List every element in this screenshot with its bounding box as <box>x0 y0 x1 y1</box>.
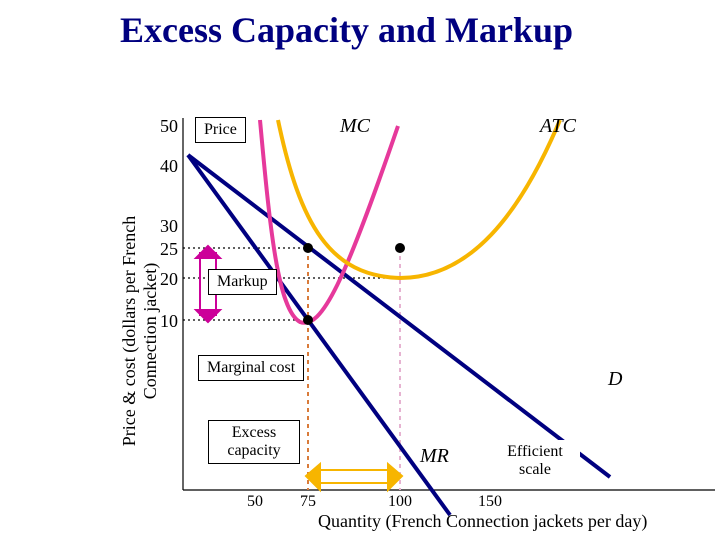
price-box: Price <box>195 117 246 143</box>
markup-box: Markup <box>208 269 277 295</box>
svg-text:ATC: ATC <box>538 115 577 137</box>
excess-capacity-box: Excess capacity <box>208 420 300 464</box>
efficient-scale-box: Efficient scale <box>490 440 580 482</box>
svg-text:D: D <box>607 368 623 390</box>
svg-text:MC: MC <box>339 115 371 137</box>
svg-text:MR: MR <box>419 445 449 467</box>
marginal-cost-box: Marginal cost <box>198 355 304 381</box>
chart-svg: MC ATC D MR <box>0 0 720 540</box>
